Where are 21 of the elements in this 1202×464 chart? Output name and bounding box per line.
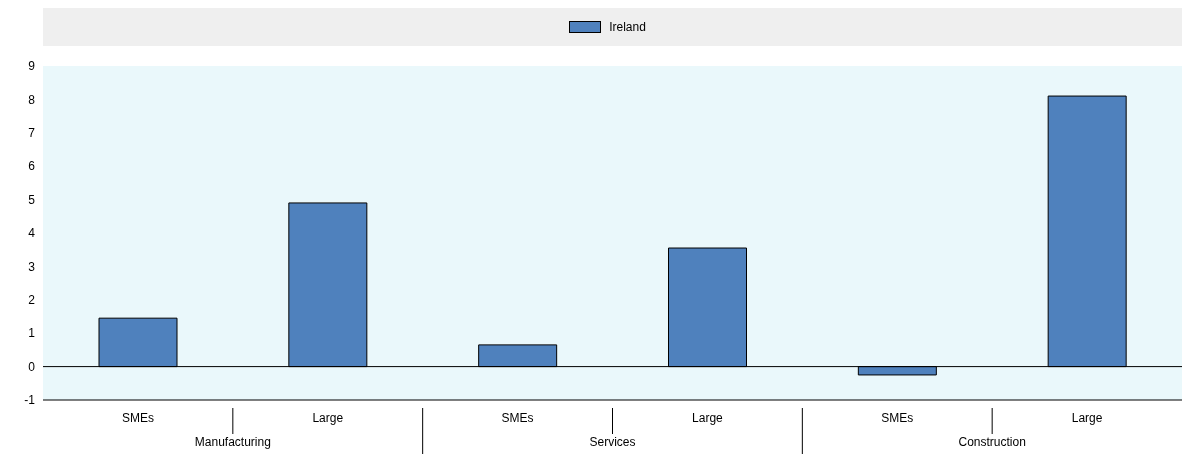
x-tick-label: SMEs xyxy=(121,411,154,425)
y-tick-label: 3 xyxy=(28,259,36,274)
x-tick-label: SMEs xyxy=(501,411,534,425)
y-tick-label: 1 xyxy=(28,326,36,341)
text: Manufacturing xyxy=(194,435,271,449)
y-tick-label: 6 xyxy=(28,159,36,174)
y-tick-label: 5 xyxy=(28,192,36,207)
x-tick-label: SMEs xyxy=(881,411,914,425)
y-tick-label: -1 xyxy=(24,393,36,408)
x-tick-label: Large xyxy=(692,411,724,425)
x-tick-label: Large xyxy=(312,411,344,425)
legend-label: Ireland xyxy=(609,20,646,34)
x-tick-label: Large xyxy=(1071,411,1103,425)
y-tick-label: 2 xyxy=(28,293,36,308)
y-tick-label: 8 xyxy=(28,92,36,107)
text: Construction xyxy=(958,435,1026,449)
y-tick-label: 9 xyxy=(28,59,36,74)
y-tick-label: 7 xyxy=(28,126,36,141)
y-tick-label: 4 xyxy=(28,226,36,241)
y-tick-label: 0 xyxy=(28,359,36,374)
text: Services xyxy=(589,435,636,449)
